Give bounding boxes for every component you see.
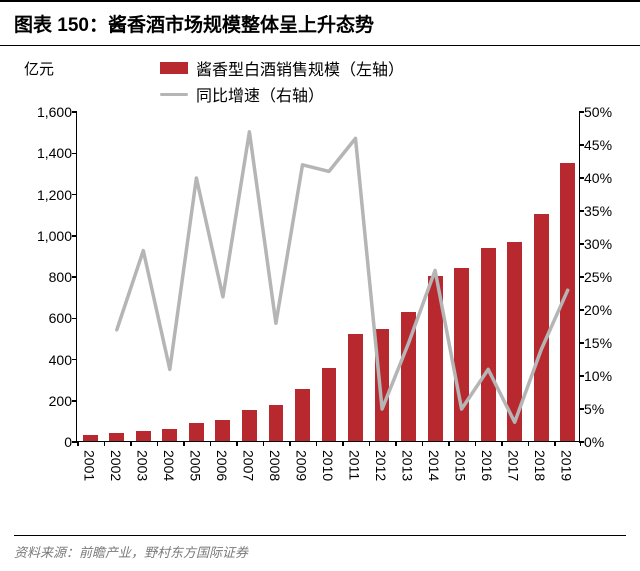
y-right-tick-label: 5% — [584, 401, 636, 417]
y-left-tick-label: 0 — [0, 434, 72, 450]
y-left-tick-label: 400 — [0, 352, 72, 368]
y-left-tick-label: 1,400 — [0, 145, 72, 161]
chart-title: 图表 150：酱香酒市场规模整体呈上升态势 — [0, 0, 640, 46]
x-tick-label: 2006 — [214, 450, 230, 481]
legend-item-line: 同比增速（右轴） — [160, 82, 404, 106]
x-tick-label: 2008 — [267, 450, 283, 481]
y-right-tick-label: 35% — [584, 203, 636, 219]
legend-swatch-bar — [160, 62, 188, 74]
y-right-tick-label: 0% — [584, 434, 636, 450]
growth-line — [117, 132, 568, 422]
y-right-tick-label: 10% — [584, 368, 636, 384]
y-right-tick-label: 20% — [584, 302, 636, 318]
plot-area — [76, 112, 580, 442]
x-tick-label: 2001 — [81, 450, 97, 481]
x-axis-labels: 2001 2002 2003 2004 2005 2006 2007 2008 2009 2010… — [76, 450, 580, 508]
y-right-tick-label: 30% — [584, 236, 636, 252]
x-tick-label: 2010 — [320, 450, 336, 481]
source-attribution: 资料来源：前瞻产业，野村东方国际证券 — [14, 535, 626, 561]
x-tick-label: 2004 — [161, 450, 177, 481]
legend-label-bar: 酱香型白酒销售规模（左轴） — [196, 56, 404, 80]
y-left-tick-label: 1,000 — [0, 228, 72, 244]
x-tick-label: 2014 — [426, 450, 442, 481]
legend-item-bar: 酱香型白酒销售规模（左轴） — [160, 56, 404, 80]
x-tick-label: 2016 — [479, 450, 495, 481]
x-tick-label: 2018 — [532, 450, 548, 481]
y-left-tick-label: 800 — [0, 269, 72, 285]
y-right-axis-labels: 0%5%10%15%20%25%30%35%40%45%50% — [584, 112, 636, 442]
x-tick-label: 2003 — [134, 450, 150, 481]
x-tick-label: 2017 — [506, 450, 522, 481]
y-right-tick-label: 15% — [584, 335, 636, 351]
y-left-axis-labels: 02004006008001,0001,2001,4001,600 — [0, 112, 72, 442]
x-tick-label: 2019 — [559, 450, 575, 481]
y-right-tick-label: 40% — [584, 170, 636, 186]
x-tick-label: 2002 — [108, 450, 124, 481]
x-tick-label: 2011 — [347, 450, 363, 480]
y-axis-unit: 亿元 — [24, 58, 54, 79]
y-right-tick-label: 25% — [584, 269, 636, 285]
y-left-tick-label: 1,600 — [0, 104, 72, 120]
y-left-tick-label: 200 — [0, 393, 72, 409]
x-tick-label: 2009 — [293, 450, 309, 481]
legend: 酱香型白酒销售规模（左轴） 同比增速（右轴） — [160, 56, 404, 108]
chart-container: 亿元 酱香型白酒销售规模（左轴） 同比增速（右轴） 0 200 400 600 800 1… — [0, 46, 640, 518]
y-right-tick-label: 50% — [584, 104, 636, 120]
x-tick-label: 2007 — [240, 450, 256, 481]
y-left-tick-label: 1,200 — [0, 187, 72, 203]
x-tick-label: 2012 — [373, 450, 389, 481]
y-left-tick-label: 600 — [0, 310, 72, 326]
y-right-tick-label: 45% — [584, 137, 636, 153]
x-tick-label: 2015 — [453, 450, 469, 481]
legend-label-line: 同比增速（右轴） — [196, 82, 324, 106]
x-tick-label: 2013 — [400, 450, 416, 481]
line-layer — [77, 112, 581, 442]
x-tick-label: 2005 — [187, 450, 203, 481]
legend-swatch-line — [160, 93, 188, 96]
